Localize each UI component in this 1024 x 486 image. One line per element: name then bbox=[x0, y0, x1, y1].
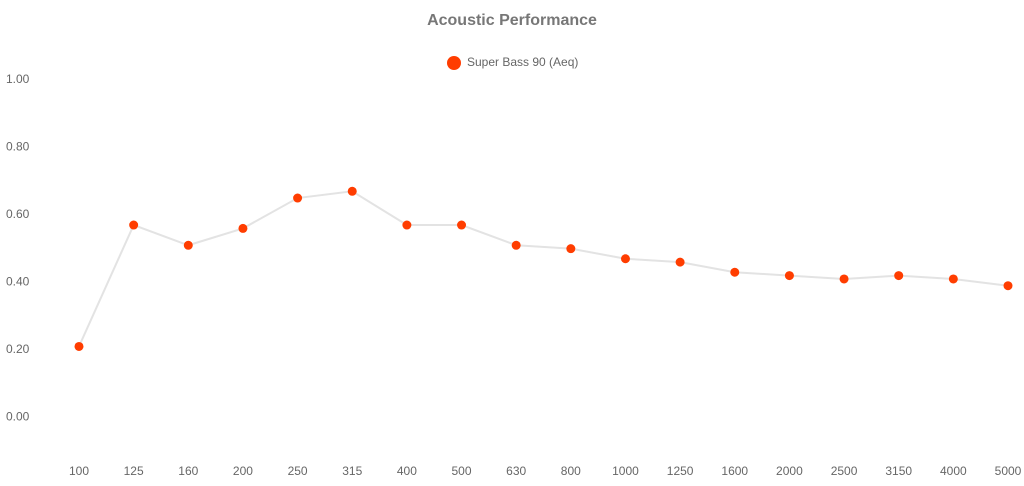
data-point bbox=[784, 271, 794, 281]
x-tick-label: 125 bbox=[124, 464, 144, 478]
data-point bbox=[183, 240, 193, 250]
x-tick-label: 1600 bbox=[721, 464, 748, 478]
x-tick-label: 250 bbox=[288, 464, 308, 478]
x-tick-label: 1250 bbox=[667, 464, 694, 478]
data-point bbox=[566, 244, 576, 254]
x-tick-label: 800 bbox=[561, 464, 581, 478]
data-point bbox=[293, 193, 303, 203]
data-point bbox=[894, 271, 904, 281]
x-tick-label: 160 bbox=[178, 464, 198, 478]
data-point bbox=[620, 254, 630, 264]
data-point bbox=[675, 257, 685, 267]
data-point bbox=[839, 274, 849, 284]
y-tick-label: 0.40 bbox=[6, 275, 30, 289]
x-tick-label: 4000 bbox=[940, 464, 967, 478]
y-tick-label: 0.20 bbox=[6, 342, 30, 356]
data-point bbox=[730, 267, 740, 277]
data-point bbox=[129, 220, 139, 230]
y-tick-label: 0.80 bbox=[6, 140, 30, 154]
x-tick-label: 400 bbox=[397, 464, 417, 478]
y-tick-label: 1.00 bbox=[6, 72, 30, 86]
series-line bbox=[78, 190, 1009, 347]
x-tick-label: 200 bbox=[233, 464, 253, 478]
data-point bbox=[948, 274, 958, 284]
legend-label: Super Bass 90 (Aeq) bbox=[467, 55, 578, 69]
data-point bbox=[1003, 281, 1013, 291]
x-tick-label: 500 bbox=[452, 464, 472, 478]
x-tick-label: 3150 bbox=[885, 464, 912, 478]
y-tick-label: 0.00 bbox=[6, 409, 30, 423]
x-tick-label: 100 bbox=[69, 464, 89, 478]
data-point bbox=[457, 220, 467, 230]
legend-marker bbox=[447, 56, 461, 70]
x-tick-label: 630 bbox=[506, 464, 526, 478]
x-tick-label: 2500 bbox=[831, 464, 858, 478]
y-tick-label: 0.60 bbox=[6, 207, 30, 221]
x-tick-label: 1000 bbox=[612, 464, 639, 478]
data-point bbox=[238, 223, 248, 233]
x-tick-label: 315 bbox=[342, 464, 362, 478]
data-point bbox=[74, 341, 84, 351]
chart-title: Acoustic Performance bbox=[427, 12, 597, 29]
data-point bbox=[511, 240, 521, 250]
data-point bbox=[347, 186, 357, 196]
x-tick-label: 2000 bbox=[776, 464, 803, 478]
data-point bbox=[402, 220, 412, 230]
x-tick-label: 5000 bbox=[995, 464, 1022, 478]
